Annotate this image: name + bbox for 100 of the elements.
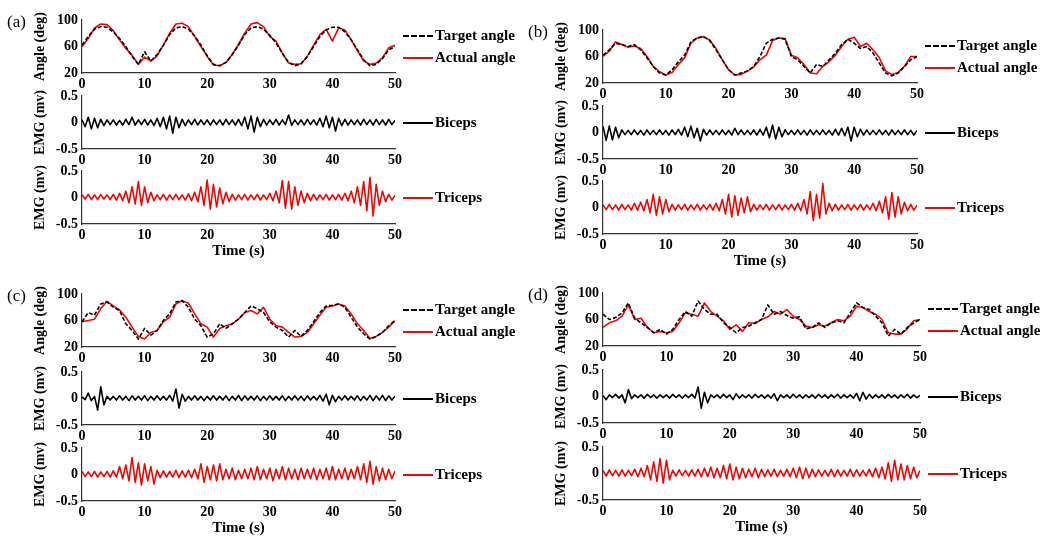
- x-tick-label: 10: [137, 76, 152, 92]
- x-tick-label: 20: [200, 504, 215, 520]
- y-tick-label: 20: [64, 338, 78, 354]
- x-tick-label: 30: [786, 426, 801, 442]
- x-tick-label: 10: [137, 428, 152, 444]
- x-tick-label: 40: [325, 76, 340, 92]
- x-tick-label: 40: [847, 162, 862, 178]
- y-tick-label: 100: [57, 285, 78, 301]
- legend-label: Target angle: [435, 27, 515, 44]
- x-tick-label: 40: [849, 349, 864, 365]
- y-axis-title: Angle (deg): [553, 284, 570, 354]
- chart-title: (c): [7, 286, 26, 306]
- legend-label: Target angle: [435, 301, 515, 318]
- x-tick-label: 50: [913, 426, 927, 442]
- y-tick-label: 0: [592, 465, 599, 481]
- x-tick-label: 20: [722, 503, 737, 519]
- x-tick-label: 50: [910, 86, 924, 102]
- x-tick-label: 10: [137, 152, 152, 168]
- y-tick-label: 0.5: [60, 87, 78, 103]
- x-axis-title: Time (s): [212, 518, 265, 536]
- y-axis-title: EMG (mv): [553, 174, 570, 240]
- x-tick-label: 30: [786, 349, 801, 365]
- x-tick-label: 20: [721, 86, 736, 102]
- x-tick-label: 20: [200, 76, 215, 92]
- x-tick-label: 50: [910, 237, 924, 253]
- line-series: [82, 299, 395, 340]
- x-tick-label: 40: [847, 237, 862, 253]
- y-tick-label: 60: [585, 48, 599, 64]
- x-tick-label: 20: [200, 227, 215, 243]
- x-tick-label: 20: [721, 237, 736, 253]
- y-tick-label: 0.5: [60, 162, 78, 178]
- x-tick-label: 30: [786, 503, 801, 519]
- y-tick-label: 0: [71, 114, 78, 130]
- y-tick-label: 0.5: [581, 361, 599, 377]
- y-axis-title: EMG (mv): [32, 164, 49, 230]
- x-tick-label: 10: [137, 350, 152, 366]
- y-tick-label: -0.5: [576, 225, 599, 241]
- x-tick-label: 10: [137, 227, 152, 243]
- y-tick-label: -0.5: [576, 491, 599, 507]
- x-tick-label: 50: [388, 350, 402, 366]
- y-tick-label: 20: [64, 64, 78, 80]
- x-tick-label: 20: [200, 428, 215, 444]
- y-axis-title: Angle (deg): [32, 11, 49, 81]
- x-axis-title: Time (s): [212, 241, 265, 259]
- y-tick-label: 100: [578, 21, 599, 37]
- y-tick-label: 60: [585, 311, 599, 327]
- legend-label: Actual angle: [435, 49, 516, 66]
- y-axis-title: Angle (deg): [553, 21, 570, 91]
- y-axis-title: EMG (mv): [553, 99, 570, 165]
- y-tick-label: -0.5: [576, 150, 599, 166]
- x-tick-label: 50: [913, 503, 927, 519]
- legend-label: Triceps: [957, 199, 1005, 216]
- text: Biceps: [435, 114, 477, 131]
- y-tick-label: 0.5: [581, 438, 599, 454]
- x-tick-label: 30: [784, 86, 799, 102]
- x-tick-label: 50: [388, 152, 402, 168]
- y-tick-label: -0.5: [55, 140, 78, 156]
- x-tick-label: 30: [262, 227, 277, 243]
- y-axis-title: EMG (mv): [32, 441, 49, 507]
- x-tick-label: 50: [388, 428, 402, 444]
- y-tick-label: 0: [592, 124, 599, 140]
- legend-label: Target angle: [957, 37, 1037, 54]
- y-tick-label: 0: [71, 466, 78, 482]
- x-tick-label: 40: [325, 428, 340, 444]
- x-tick-label: 20: [721, 162, 736, 178]
- chart-title: (d): [528, 285, 548, 305]
- x-tick-label: 40: [849, 426, 864, 442]
- legend-label: Target angle: [960, 300, 1040, 317]
- x-tick-label: 50: [913, 349, 927, 365]
- x-tick-label: 40: [325, 227, 340, 243]
- x-tick-label: 30: [262, 152, 277, 168]
- y-tick-label: 0: [71, 390, 78, 406]
- x-tick-label: 10: [137, 504, 152, 520]
- x-tick-label: 20: [722, 349, 737, 365]
- x-tick-label: 30: [262, 350, 277, 366]
- y-tick-label: -0.5: [55, 492, 78, 508]
- x-tick-label: 30: [262, 504, 277, 520]
- y-tick-label: 0: [592, 388, 599, 404]
- x-tick-label: 50: [388, 76, 402, 92]
- text: Biceps: [960, 388, 1002, 405]
- x-tick-label: 50: [388, 504, 402, 520]
- x-tick-label: 10: [659, 503, 674, 519]
- text: Biceps: [435, 390, 477, 407]
- x-tick-label: 40: [325, 152, 340, 168]
- y-tick-label: 100: [57, 11, 78, 27]
- y-tick-label: 0.5: [581, 97, 599, 113]
- y-tick-label: 100: [578, 284, 599, 300]
- legend-label: Triceps: [960, 465, 1008, 482]
- chart-title: (a): [7, 12, 26, 32]
- y-tick-label: 0: [71, 189, 78, 205]
- x-tick-label: 20: [200, 152, 215, 168]
- y-tick-label: -0.5: [55, 215, 78, 231]
- x-axis-title: Time (s): [735, 517, 788, 535]
- x-tick-label: 30: [262, 76, 277, 92]
- y-axis-title: EMG (mv): [32, 365, 49, 431]
- y-tick-label: -0.5: [55, 416, 78, 432]
- x-tick-label: 50: [910, 162, 924, 178]
- y-tick-label: 20: [585, 337, 599, 353]
- chart-title: (b): [528, 22, 548, 42]
- x-tick-label: 20: [200, 350, 215, 366]
